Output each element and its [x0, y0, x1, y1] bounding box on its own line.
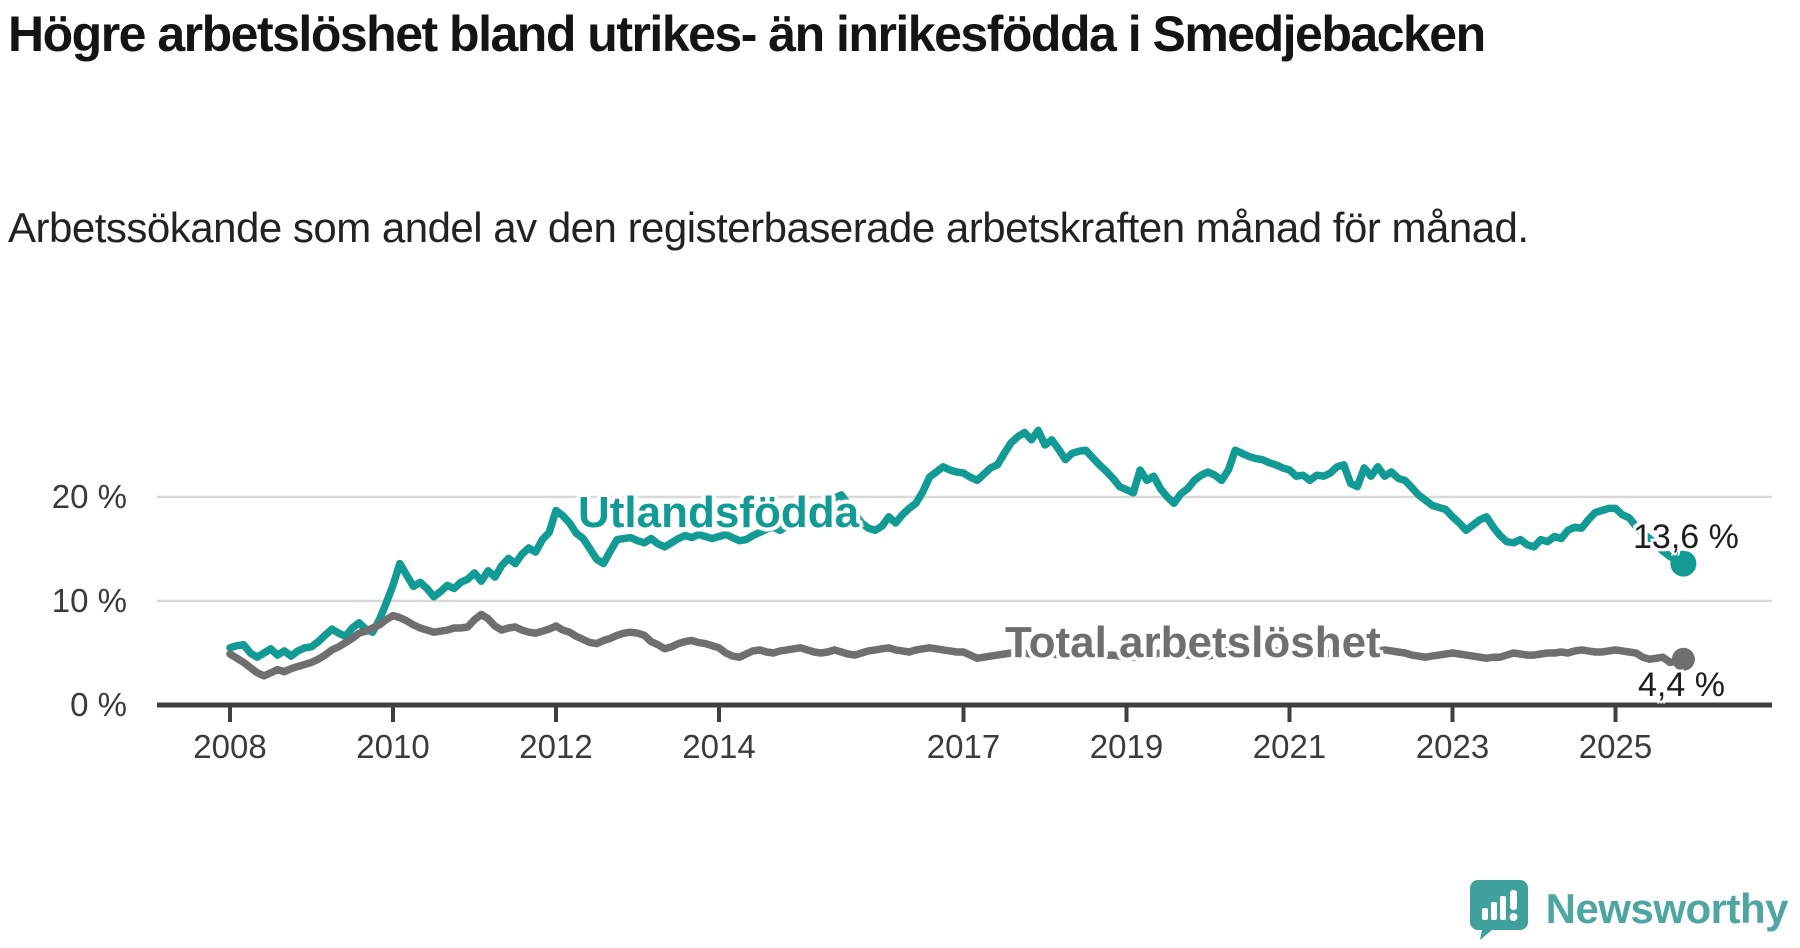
x-tick-label: 2017 [926, 728, 1001, 765]
series-label-utlandsfodda: Utlandsfödda [578, 488, 860, 537]
x-tick-label: 2021 [1252, 728, 1327, 765]
x-tick-label: 2023 [1415, 728, 1490, 765]
x-tick-label: 2025 [1578, 728, 1653, 765]
x-tick-label: 2014 [682, 728, 756, 765]
utlandsfodda-line [226, 426, 1688, 661]
page-title: Högre arbetslöshet bland utrikes- än inr… [8, 6, 1486, 62]
end-value-label-utlandsfodda: 13,6 % [1633, 518, 1739, 556]
x-tick-label: 2019 [1089, 728, 1164, 765]
newsworthy-logo: Newsworthy [1469, 878, 1789, 940]
series-label-total-arbetsloshet: Total arbetslöshet [1005, 618, 1381, 667]
total-arbetsloshet-end-dot [1671, 647, 1695, 671]
y-tick-label: 20 % [51, 478, 127, 515]
x-tick-label: 2008 [193, 728, 267, 765]
newsworthy-logo-text: Newsworthy [1545, 885, 1789, 932]
chart-subtitle: Arbetssökande som andel av den registerb… [8, 204, 1529, 251]
x-tick-label: 2010 [356, 728, 430, 765]
y-tick-label: 10 % [51, 582, 127, 619]
x-tick-label: 2012 [519, 728, 593, 765]
y-tick-label: 0 % [70, 686, 127, 723]
end-value-label-total-arbetsloshet: 4,4 % [1638, 666, 1725, 704]
total-arbetsloshet-line [226, 610, 1688, 680]
utlandsfodda-end-dot [1670, 550, 1697, 577]
bar-chart-speech-bubble-icon [1469, 880, 1528, 940]
